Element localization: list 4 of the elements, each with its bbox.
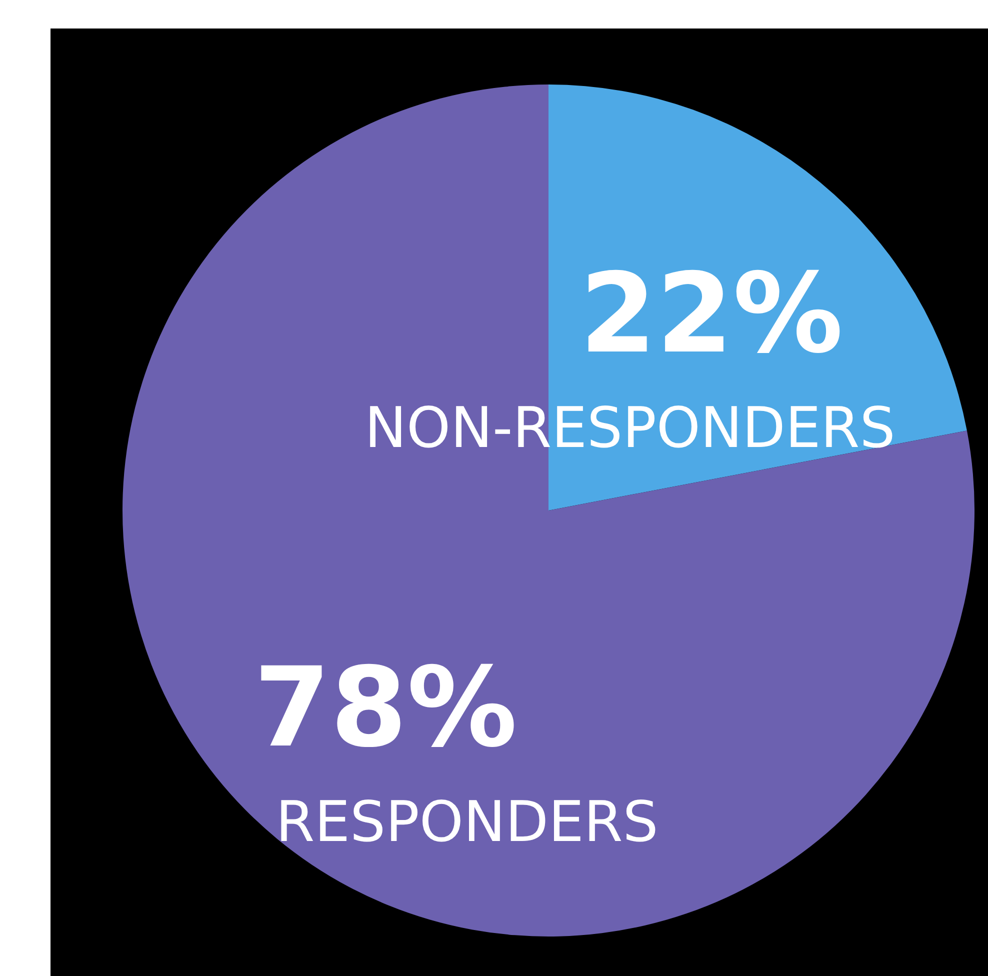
slice-label: NON-RESPONDERS [364,396,896,462]
data-label: 78% [254,643,518,772]
slice-label: RESPONDERS [276,790,658,855]
data-label: 22% [580,250,844,378]
